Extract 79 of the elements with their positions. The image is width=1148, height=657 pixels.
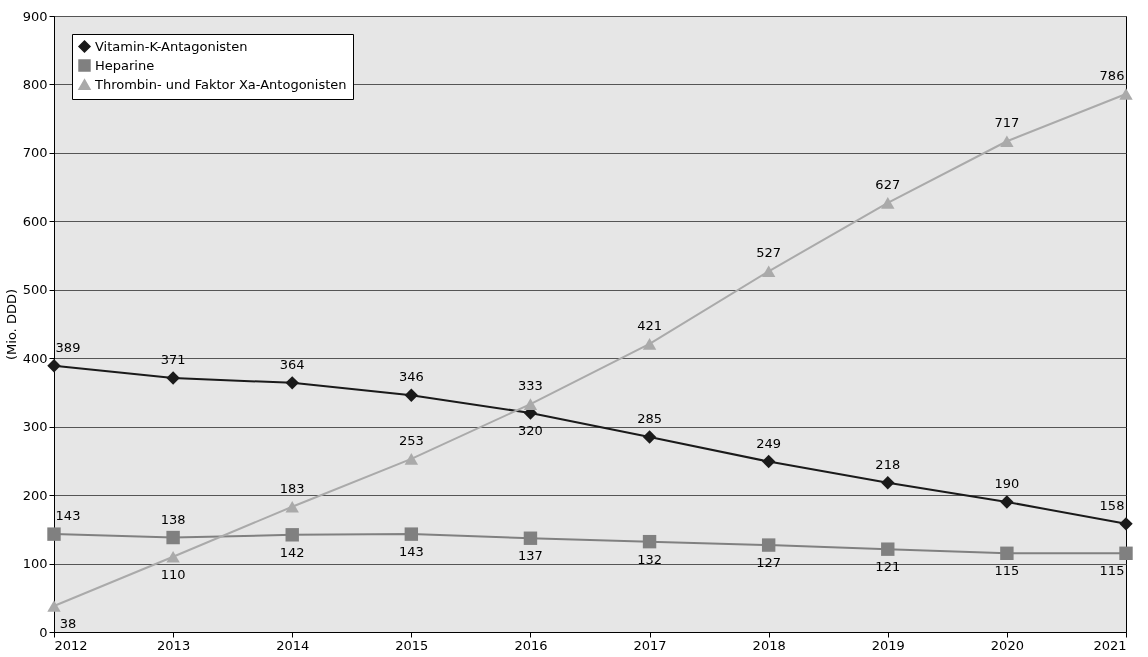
x-tick-label: 2018 (752, 637, 786, 653)
point (285, 376, 299, 390)
point (285, 528, 299, 542)
point (404, 388, 419, 402)
legend-label: Heparine (95, 57, 155, 73)
point (642, 534, 657, 549)
data-label: 115 (1099, 563, 1125, 579)
data-label: 190 (994, 475, 1020, 491)
x-tick-label: 2013 (157, 637, 191, 653)
data-label: 38 (59, 615, 77, 631)
y-tick-label: 800 (22, 76, 48, 92)
data-label: 218 (875, 456, 901, 472)
point (642, 338, 657, 350)
point (761, 265, 776, 278)
data-label: 249 (756, 435, 782, 451)
data-label: 138 (160, 511, 186, 527)
point (166, 550, 180, 563)
point (642, 430, 657, 444)
data-label: 364 (279, 356, 305, 372)
data-label: 110 (160, 566, 186, 582)
point (881, 197, 895, 209)
y-tick-label: 200 (22, 487, 48, 503)
point (1000, 135, 1014, 148)
data-label: 183 (279, 480, 305, 496)
x-tick-label: 2020 (990, 637, 1024, 653)
data-label: 717 (994, 115, 1020, 131)
legend-label: Thrombin- und Faktor Xa-Antogonisten (94, 76, 347, 92)
point (47, 359, 61, 373)
data-label: 285 (637, 410, 662, 426)
data-label: 253 (398, 432, 424, 448)
data-label: 142 (279, 544, 305, 560)
data-label: 389 (55, 339, 81, 355)
point (166, 371, 180, 385)
point (761, 538, 776, 552)
x-tick-label: 2017 (633, 637, 667, 653)
y-tick-label: 300 (22, 419, 48, 435)
point (881, 542, 895, 556)
point (404, 453, 419, 465)
data-label: 143 (398, 544, 424, 560)
y-tick-label: 0 (39, 624, 48, 640)
x-tick-label: 2012 (54, 637, 88, 653)
data-label: 627 (875, 176, 901, 192)
x-tick-label: 2021 (1093, 637, 1127, 653)
y-axis-title: (Mio. DDD) (3, 289, 19, 360)
point (1119, 88, 1133, 100)
point (47, 600, 61, 612)
data-label: 143 (55, 508, 81, 524)
data-label: 132 (637, 551, 662, 567)
point (761, 454, 776, 469)
x-tick-label: 2019 (871, 637, 905, 653)
y-tick-label: 600 (22, 213, 48, 229)
point (1119, 517, 1133, 531)
data-label: 786 (1099, 68, 1125, 84)
point (47, 527, 61, 541)
point (1119, 546, 1133, 560)
point (166, 530, 180, 545)
point (881, 476, 895, 490)
data-label: 421 (637, 317, 662, 333)
y-tick-label: 500 (22, 282, 48, 298)
point (1000, 546, 1014, 560)
data-label: 527 (756, 245, 782, 261)
point (1000, 495, 1014, 509)
data-label: 158 (1099, 497, 1125, 513)
x-tick-label: 2014 (276, 637, 310, 653)
data-label: 346 (398, 369, 424, 385)
y-tick-label: 900 (22, 8, 48, 24)
y-tick-label: 400 (22, 350, 48, 366)
y-tick-label: 100 (22, 556, 48, 572)
point (404, 527, 419, 541)
x-tick-label: 2015 (395, 637, 429, 653)
point (285, 500, 299, 513)
x-tick-label: 2016 (514, 637, 548, 653)
point (523, 398, 538, 410)
data-label: 115 (994, 563, 1020, 579)
y-tick-label: 700 (22, 145, 48, 161)
legend-label: Vitamin-K-Antagonisten (95, 38, 248, 54)
point (523, 531, 538, 545)
data-label: 333 (518, 378, 543, 394)
data-label: 137 (518, 548, 543, 564)
